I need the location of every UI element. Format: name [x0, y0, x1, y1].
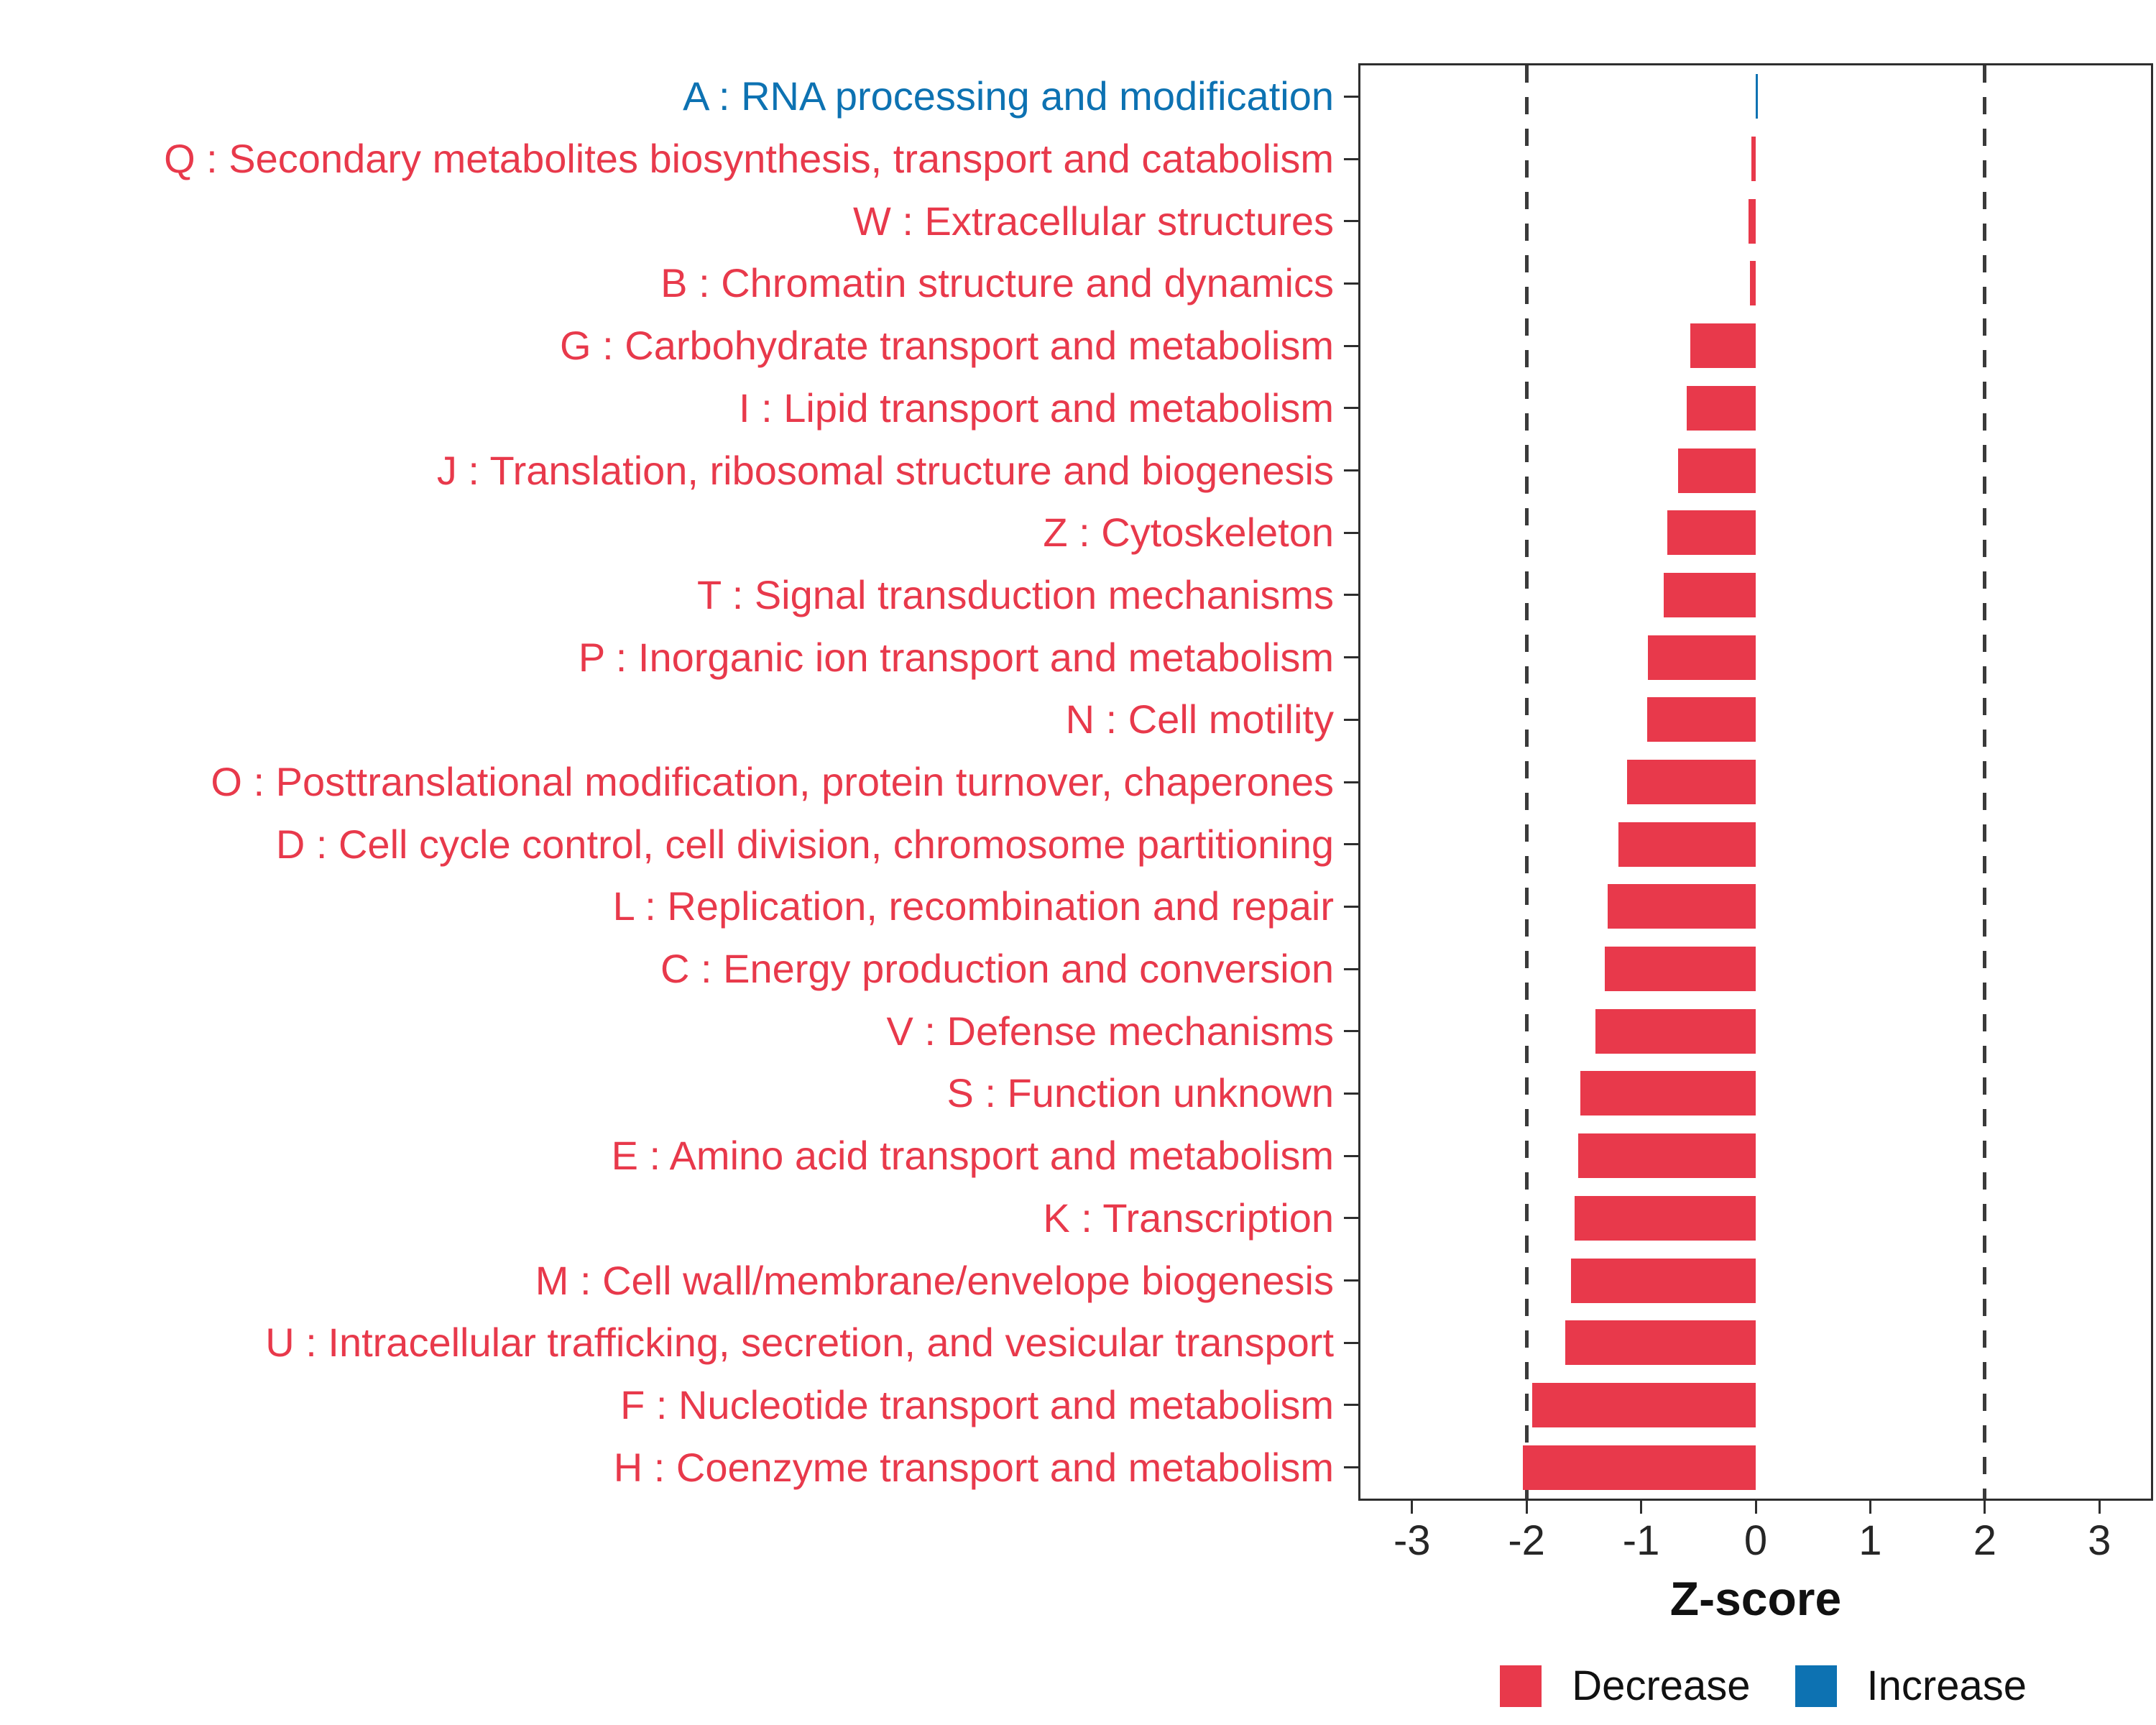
bar-M: [1571, 1258, 1756, 1303]
y-tick-U: [1344, 1341, 1358, 1344]
plot-area: [1360, 65, 2151, 1499]
legend-swatch-decrease: [1500, 1665, 1542, 1707]
category-label-K: K : Transcription: [1043, 1195, 1334, 1241]
legend-label-decrease: Decrease: [1572, 1662, 1751, 1709]
y-tick-K: [1344, 1217, 1358, 1220]
category-label-W: W : Extracellular structures: [852, 198, 1334, 244]
category-label-V: V : Defense mechanisms: [886, 1008, 1334, 1054]
y-tick-Z: [1344, 531, 1358, 534]
category-label-J: J : Translation, ribosomal structure and…: [436, 447, 1334, 493]
x-tick-label-3: 3: [2088, 1517, 2111, 1564]
x-tick-2: [1984, 1501, 1986, 1514]
y-tick-B: [1344, 282, 1358, 285]
bar-U: [1565, 1320, 1756, 1366]
bar-V: [1595, 1008, 1756, 1054]
bar-Q: [1751, 137, 1756, 182]
y-tick-F: [1344, 1404, 1358, 1407]
category-label-Q: Q : Secondary metabolites biosynthesis, …: [164, 136, 1334, 182]
y-tick-N: [1344, 718, 1358, 721]
x-axis-title: Z-score: [1669, 1572, 1842, 1625]
y-tick-L: [1344, 905, 1358, 908]
y-tick-P: [1344, 656, 1358, 659]
category-label-U: U : Intracellular trafficking, secretion…: [265, 1320, 1334, 1366]
reference-line-2: [1983, 65, 1987, 1499]
y-tick-W: [1344, 220, 1358, 223]
bar-Z: [1667, 510, 1756, 556]
x-tick--3: [1411, 1501, 1414, 1514]
x-tick-label-2: 2: [1973, 1517, 1996, 1564]
plot-panel-border: [1358, 63, 2153, 1501]
x-tick-label--3: -3: [1393, 1517, 1431, 1564]
category-label-E: E : Amino acid transport and metabolism: [611, 1133, 1334, 1179]
category-label-L: L : Replication, recombination and repai…: [612, 883, 1334, 929]
category-label-O: O : Posttranslational modification, prot…: [211, 759, 1334, 804]
category-label-D: D : Cell cycle control, cell division, c…: [275, 821, 1334, 867]
category-label-S: S : Function unknown: [946, 1070, 1334, 1116]
bar-D: [1618, 822, 1756, 867]
bar-S: [1580, 1071, 1756, 1116]
category-label-T: T : Signal transduction mechanisms: [696, 571, 1334, 617]
category-label-P: P : Inorganic ion transport and metaboli…: [578, 634, 1334, 680]
y-tick-S: [1344, 1092, 1358, 1095]
bar-C: [1604, 947, 1756, 992]
x-tick-0: [1754, 1501, 1757, 1514]
bar-P: [1648, 635, 1756, 680]
legend-item-decrease: Decrease: [1500, 1662, 1751, 1710]
legend-item-increase: Increase: [1795, 1662, 2027, 1710]
x-tick-label--2: -2: [1508, 1517, 1545, 1564]
x-tick--1: [1640, 1501, 1643, 1514]
category-label-M: M : Cell wall/membrane/envelope biogenes…: [535, 1257, 1334, 1303]
y-tick-H: [1344, 1466, 1358, 1469]
bar-I: [1687, 385, 1756, 431]
bar-B: [1750, 261, 1756, 306]
bar-E: [1577, 1133, 1756, 1179]
x-tick--2: [1525, 1501, 1528, 1514]
y-tick-O: [1344, 781, 1358, 783]
x-tick-label-1: 1: [1858, 1517, 1882, 1564]
legend-swatch-increase: [1795, 1665, 1837, 1707]
x-tick-label--1: -1: [1622, 1517, 1660, 1564]
y-tick-A: [1344, 95, 1358, 98]
y-tick-T: [1344, 594, 1358, 597]
category-label-G: G : Carbohydrate transport and metabolis…: [560, 323, 1334, 369]
bar-H: [1523, 1445, 1756, 1490]
y-tick-Q: [1344, 157, 1358, 160]
category-label-Z: Z : Cytoskeleton: [1043, 510, 1334, 556]
x-tick-label-0: 0: [1743, 1517, 1768, 1564]
legend: Decrease Increase: [1500, 1662, 2027, 1710]
category-label-H: H : Coenzyme transport and metabolism: [613, 1444, 1334, 1490]
bar-F: [1532, 1382, 1756, 1427]
y-tick-I: [1344, 407, 1358, 410]
bar-G: [1690, 323, 1756, 369]
bar-O: [1627, 760, 1756, 804]
y-tick-C: [1344, 967, 1358, 970]
y-tick-J: [1344, 469, 1358, 472]
y-tick-E: [1344, 1154, 1358, 1157]
x-tick-3: [2098, 1501, 2101, 1514]
bar-W: [1749, 198, 1756, 244]
category-label-C: C : Energy production and conversion: [660, 946, 1334, 992]
category-label-F: F : Nucleotide transport and metabolism: [620, 1381, 1334, 1427]
bar-J: [1677, 448, 1756, 493]
category-label-A: A : RNA processing and modification: [683, 73, 1334, 119]
y-tick-G: [1344, 344, 1358, 347]
reference-line--2: [1524, 65, 1529, 1499]
y-tick-M: [1344, 1279, 1358, 1282]
bar-K: [1575, 1195, 1756, 1241]
bar-N: [1646, 697, 1756, 742]
bar-A: [1756, 74, 1759, 119]
bar-T: [1664, 572, 1756, 617]
y-tick-V: [1344, 1030, 1358, 1033]
category-label-N: N : Cell motility: [1065, 696, 1334, 742]
category-label-I: I : Lipid transport and metabolism: [739, 385, 1334, 431]
category-label-B: B : Chromatin structure and dynamics: [660, 260, 1334, 306]
bar-L: [1608, 884, 1756, 929]
x-tick-1: [1869, 1501, 1871, 1514]
legend-label-increase: Increase: [1866, 1662, 2027, 1709]
y-tick-D: [1344, 843, 1358, 846]
